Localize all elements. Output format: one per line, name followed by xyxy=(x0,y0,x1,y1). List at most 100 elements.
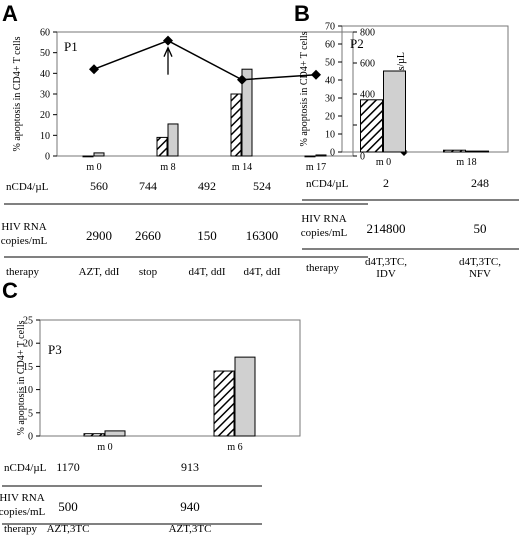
ncd4-value: 913 xyxy=(181,460,199,474)
bar-gray xyxy=(167,123,179,157)
y2-tick-label: 800 xyxy=(360,28,375,39)
category-label: m 17 xyxy=(306,162,326,173)
ncd4-value: 524 xyxy=(253,179,271,193)
bar-hatched xyxy=(82,155,94,158)
row-label-therapy: therapy xyxy=(4,523,37,535)
y-tick-label: 50 xyxy=(40,48,50,59)
row-label-ncd4: nCD4/µL xyxy=(306,178,349,190)
y-tick-label: 0 xyxy=(330,148,335,159)
category-label: m 8 xyxy=(160,162,175,173)
plot-frame xyxy=(39,319,301,437)
therapy-value: d4T, ddI xyxy=(188,266,225,278)
therapy-value: AZT, ddI xyxy=(79,266,120,278)
category-label: m 0 xyxy=(376,157,391,168)
y-tick-label: 70 xyxy=(325,22,335,33)
panel-label-a: A xyxy=(2,1,18,26)
cd4-count-point xyxy=(237,74,247,85)
therapy-value: AZT,3TC xyxy=(169,523,212,535)
row-label-therapy: therapy xyxy=(306,262,339,274)
ncd4-value: 560 xyxy=(90,179,108,193)
rna-value: 500 xyxy=(58,499,78,514)
bar-gray xyxy=(104,430,126,437)
bar-hatched xyxy=(360,99,383,153)
rna-value: 214800 xyxy=(367,221,406,236)
bar-gray xyxy=(234,356,256,437)
y-axis-label: % apoptosis in CD4+ T cells xyxy=(16,320,27,435)
y-tick-label: 10 xyxy=(23,385,33,396)
row-label-rna-1: HIV RNA xyxy=(301,213,346,225)
y2-tick-label: 600 xyxy=(360,59,375,70)
ncd4-value: 1170 xyxy=(56,460,80,474)
bar-gray xyxy=(241,68,253,157)
row-label-ncd4: nCD4/µL xyxy=(6,181,49,193)
ncd4-value: 2 xyxy=(383,176,389,190)
row-label-rna-1: HIV RNA xyxy=(1,221,46,233)
patient-label: P1 xyxy=(64,39,78,54)
bar-hatched xyxy=(443,149,466,153)
cd4-count-line xyxy=(93,39,317,81)
bar-hatched xyxy=(83,433,105,437)
bar-hatched xyxy=(156,136,168,157)
cd4-count-point xyxy=(311,69,321,80)
ncd4-value: 248 xyxy=(471,176,489,190)
patient-label: P2 xyxy=(350,36,364,51)
ncd4-value: 492 xyxy=(198,179,216,193)
bar-hatched xyxy=(304,155,316,158)
bar-gray xyxy=(466,150,489,153)
y-tick-label: 50 xyxy=(325,58,335,69)
bar-gray xyxy=(93,152,105,157)
rna-value: 940 xyxy=(180,499,200,514)
rna-value: 150 xyxy=(197,228,217,243)
category-label: m 0 xyxy=(86,162,101,173)
y-tick-label: 0 xyxy=(45,152,50,163)
rna-value: 50 xyxy=(474,221,487,236)
y-tick-label: 10 xyxy=(40,131,50,142)
therapy-value: IDV xyxy=(376,268,396,280)
therapy-value: d4T,3TC, xyxy=(459,256,501,268)
plot-frame xyxy=(341,25,509,153)
cd4-count-point xyxy=(89,64,99,75)
arrow-icon xyxy=(163,46,173,57)
y-tick-label: 60 xyxy=(325,40,335,51)
ncd4-value: 744 xyxy=(139,179,157,193)
rna-value: 2660 xyxy=(135,228,161,243)
therapy-value: AZT,3TC xyxy=(47,523,90,535)
bar-hatched xyxy=(230,93,242,157)
y-axis-label: % apoptosis in CD4+ T cells xyxy=(12,36,23,151)
therapy-value: NFV xyxy=(469,268,491,280)
panel-label-c: C xyxy=(2,278,18,303)
bar-gray xyxy=(315,154,327,157)
row-label-rna-2: copies/mL xyxy=(1,235,48,247)
y-tick-label: 20 xyxy=(23,339,33,350)
panel-c: 0 5 10 15 20 25% apoptosis in CD4+ T cells m 0… xyxy=(0,316,301,535)
y2-tick-label: 400 xyxy=(360,90,375,101)
row-label-ncd4: nCD4/µL xyxy=(4,462,47,474)
y-tick-label: 40 xyxy=(325,76,335,87)
category-label: m 18 xyxy=(456,157,476,168)
rna-value: 2900 xyxy=(86,228,112,243)
category-label: m 0 xyxy=(97,442,112,453)
patient-label: P3 xyxy=(48,342,62,357)
therapy-value: stop xyxy=(139,266,158,278)
category-label: m 6 xyxy=(227,442,242,453)
row-label-rna-2: copies/mL xyxy=(0,506,45,518)
y-tick-label: 30 xyxy=(40,90,50,101)
panel-label-b: B xyxy=(294,1,310,26)
cd4-count-point xyxy=(163,35,173,46)
y-tick-label: 60 xyxy=(40,28,50,39)
y-tick-label: 20 xyxy=(40,110,50,121)
bar-hatched xyxy=(213,370,235,437)
y-tick-label: 20 xyxy=(325,112,335,123)
rna-value: 16300 xyxy=(246,228,279,243)
therapy-value: d4T, ddI xyxy=(243,266,280,278)
row-label-rna-1: HIV RNA xyxy=(0,492,45,504)
category-label: m 14 xyxy=(232,162,252,173)
y-tick-label: 10 xyxy=(325,130,335,141)
y2-tick-label: 0 xyxy=(360,152,365,163)
y-tick-label: 0 xyxy=(28,432,33,443)
bar-gray xyxy=(383,70,406,153)
therapy-value: d4T,3TC, xyxy=(365,256,407,268)
